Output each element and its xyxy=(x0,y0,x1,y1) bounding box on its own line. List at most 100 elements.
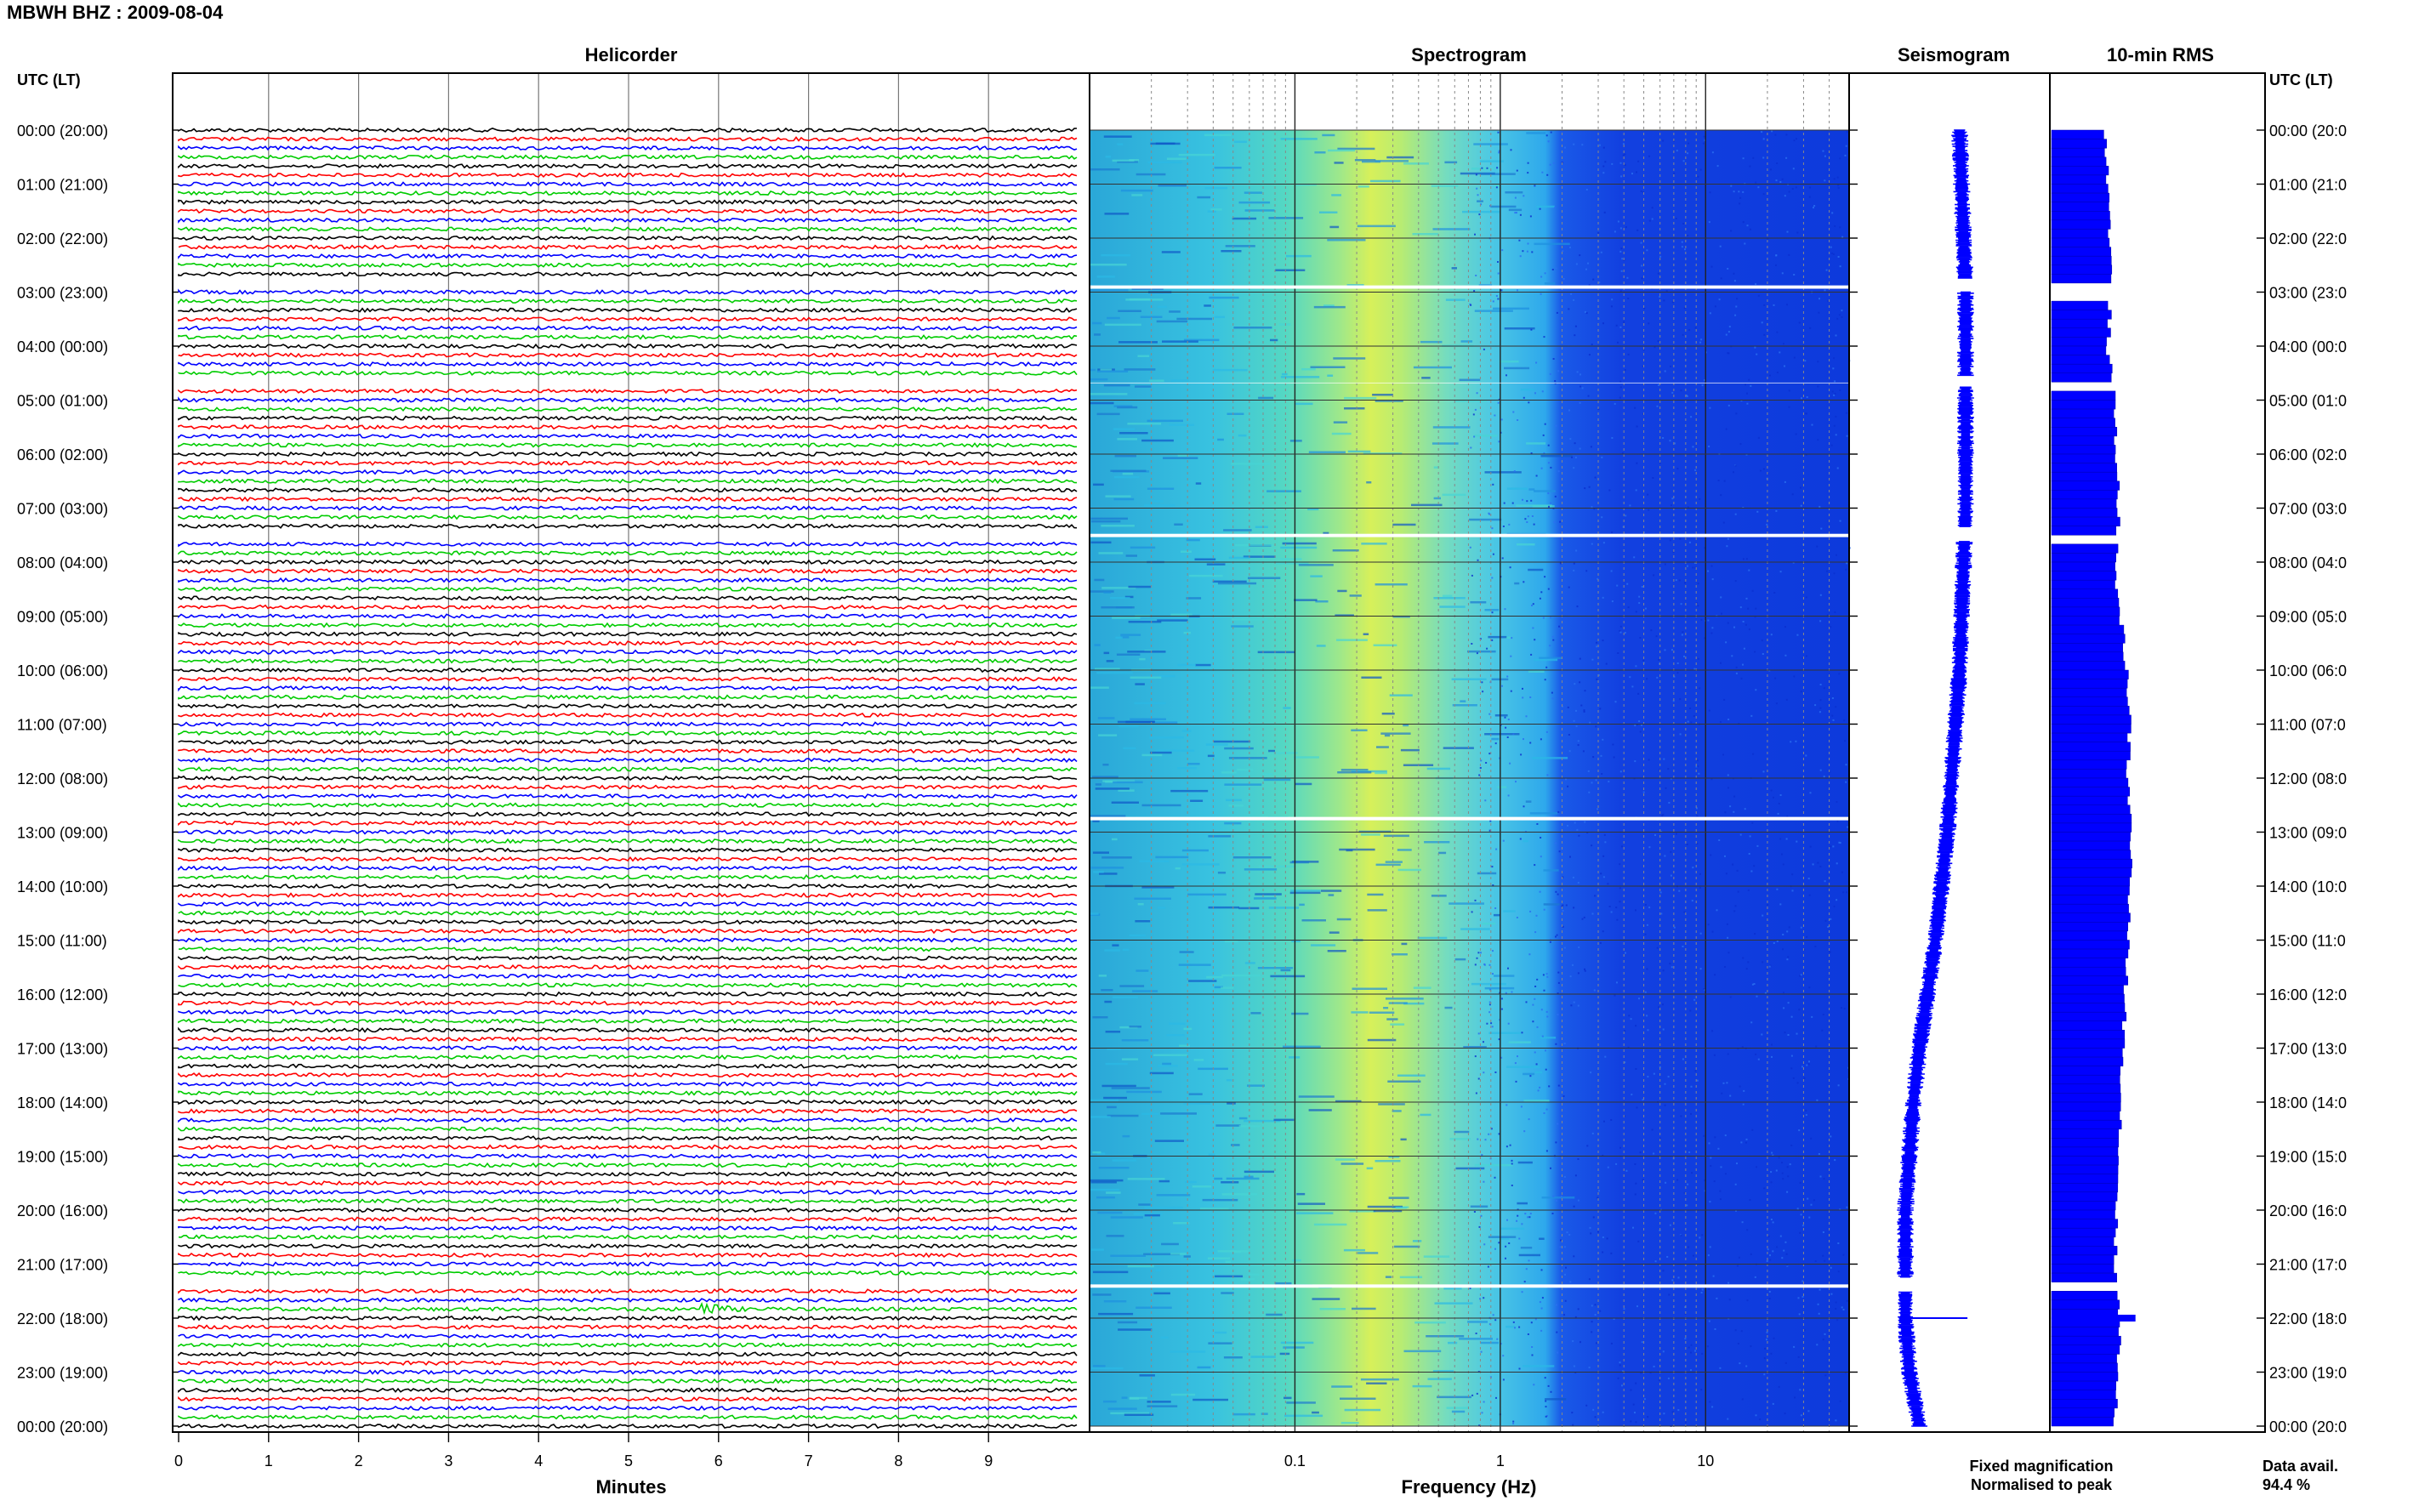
spectrogram-streak xyxy=(1289,440,1302,442)
spectrogram-speckle xyxy=(1483,1041,1484,1043)
spectrogram-speckle xyxy=(1536,1026,1539,1028)
spectrogram-streak xyxy=(1431,442,1459,445)
spectrogram-streak xyxy=(1403,1002,1425,1005)
spectrogram-streak xyxy=(1494,913,1501,917)
spectrogram-streak xyxy=(1183,338,1220,342)
spectrogram-speckle xyxy=(1604,841,1607,844)
spectrogram-speckle xyxy=(1635,489,1637,492)
spectrogram-streak xyxy=(1243,555,1276,558)
spectrogram-speckle xyxy=(1636,724,1638,726)
spectrogram-streak xyxy=(1358,830,1392,833)
spectrogram-speckle xyxy=(1634,1412,1636,1414)
spectrogram-speckle xyxy=(1808,894,1811,896)
spectrogram-speckle xyxy=(1635,665,1637,668)
spectrogram-speckle xyxy=(1687,152,1689,155)
spectrogram-speckle xyxy=(1740,1330,1743,1333)
spectrogram-streak xyxy=(1451,1410,1466,1413)
spectrogram-speckle xyxy=(1784,1241,1787,1243)
rms-bar xyxy=(2051,1191,2118,1202)
spectrogram-streak xyxy=(1169,423,1194,426)
spectrogram-streak xyxy=(1130,676,1162,679)
spectrogram-speckle xyxy=(1767,904,1769,906)
spectrogram-streak xyxy=(1395,1207,1408,1209)
spectrogram-streak xyxy=(1095,787,1130,790)
spectrogram-speckle xyxy=(1488,753,1491,755)
spectrogram-streak xyxy=(1437,1395,1471,1399)
spectrogram-speckle xyxy=(1734,905,1737,907)
spectrogram-streak xyxy=(1141,1112,1159,1116)
spectrogram-speckle xyxy=(1570,1004,1573,1007)
spectrogram-speckle xyxy=(1580,704,1583,707)
spectrogram-speckle xyxy=(1547,444,1550,446)
spectrogram-streak xyxy=(1092,1016,1108,1019)
spectrogram-speckle xyxy=(1817,1303,1819,1305)
spectrogram-speckle xyxy=(1789,1163,1791,1166)
spectrogram-speckle xyxy=(1751,1128,1754,1131)
spectrogram-speckle xyxy=(1664,1104,1666,1106)
rms-bar xyxy=(2051,1209,2115,1219)
spectrogram-speckle xyxy=(1834,380,1836,383)
spectrogram-streak xyxy=(1344,407,1365,410)
spectrogram-speckle xyxy=(1668,1293,1671,1296)
spectrogram-speckle xyxy=(1806,412,1807,415)
spectrogram-speckle xyxy=(1567,706,1569,708)
spectrogram-speckle xyxy=(1528,401,1530,404)
spectrogram-speckle xyxy=(1770,1181,1773,1184)
spectrogram-streak xyxy=(1431,185,1459,187)
rms-bar xyxy=(2051,1264,2114,1274)
spectrogram-streak xyxy=(1388,1197,1409,1199)
spectrogram-speckle xyxy=(1562,910,1564,912)
helicorder-trace xyxy=(178,451,1078,458)
time-label-left: 09:00 (05:00) xyxy=(17,609,108,626)
spectrogram-speckle xyxy=(1540,467,1543,469)
helicorder-x-label: Minutes xyxy=(595,1476,666,1498)
spectrogram-streak xyxy=(1414,1322,1446,1324)
spectrogram-speckle xyxy=(1495,848,1498,850)
spectrogram-speckle xyxy=(1542,434,1545,436)
spectrogram-streak xyxy=(1488,1032,1522,1034)
spectrogram-speckle xyxy=(1779,794,1782,796)
spectrogram-speckle xyxy=(1839,226,1841,229)
spectrogram-speckle xyxy=(1471,1394,1474,1396)
spectrogram-speckle xyxy=(1531,515,1534,517)
spectrogram-speckle xyxy=(1770,1171,1773,1174)
spectrogram-speckle xyxy=(1632,1403,1635,1406)
spectrogram-streak xyxy=(1113,781,1143,784)
helicorder-trace xyxy=(178,1301,1078,1316)
spectrogram-streak xyxy=(1140,315,1163,318)
helicorder-trace xyxy=(178,1126,1078,1132)
spectrogram-streak xyxy=(1176,317,1212,321)
spectrogram-streak xyxy=(1388,1156,1400,1158)
spectrogram-streak xyxy=(1120,636,1130,639)
spectrogram-speckle xyxy=(1488,713,1491,715)
spectrogram-streak xyxy=(1307,508,1319,511)
spectrogram-speckle xyxy=(1699,886,1701,889)
rms-bar xyxy=(2051,777,2129,787)
spectrogram-speckle xyxy=(1614,402,1616,405)
spectrogram-speckle xyxy=(1795,186,1797,189)
spectrogram-speckle xyxy=(1711,1406,1714,1408)
spectrogram-streak xyxy=(1333,421,1348,423)
spectrogram-speckle xyxy=(1845,568,1847,571)
spectrogram-speckle xyxy=(1550,131,1552,134)
spectrogram-speckle xyxy=(1545,1108,1548,1111)
helicorder-trace xyxy=(178,1351,1078,1357)
spectrogram-streak xyxy=(1427,1378,1452,1380)
rms-bar xyxy=(2051,1399,2118,1409)
spectrogram-streak xyxy=(1262,773,1273,776)
spectrogram-speckle xyxy=(1793,1345,1796,1348)
rms-bar xyxy=(2051,1362,2118,1373)
spectrogram-speckle xyxy=(1636,425,1638,428)
spectrogram-speckle xyxy=(1742,663,1744,666)
helicorder-trace xyxy=(178,1180,1078,1186)
spectrogram-streak xyxy=(1185,1180,1197,1184)
spectrogram-streak xyxy=(1455,1167,1485,1170)
spectrogram-streak xyxy=(1095,668,1120,670)
spectrogram-speckle xyxy=(1783,1249,1785,1252)
helicorder-trace xyxy=(178,631,1078,637)
spectrogram-streak xyxy=(1136,969,1149,972)
helicorder-trace xyxy=(178,963,1078,970)
helicorder-trace xyxy=(178,937,1078,943)
spectrogram-speckle xyxy=(1839,842,1841,844)
spectrogram-speckle xyxy=(1490,1128,1493,1130)
